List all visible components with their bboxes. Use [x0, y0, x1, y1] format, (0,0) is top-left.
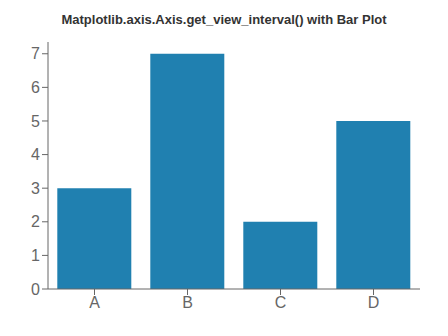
svg-text:4: 4	[31, 146, 40, 163]
svg-text:5: 5	[31, 113, 40, 130]
svg-text:1: 1	[31, 247, 40, 264]
svg-text:B: B	[182, 294, 193, 311]
svg-text:0: 0	[31, 281, 40, 298]
svg-text:D: D	[368, 294, 380, 311]
svg-text:3: 3	[31, 180, 40, 197]
svg-text:2: 2	[31, 213, 40, 230]
svg-text:7: 7	[31, 45, 40, 62]
svg-text:A: A	[89, 294, 100, 311]
svg-text:6: 6	[31, 79, 40, 96]
svg-text:C: C	[275, 294, 287, 311]
html-text:Matplotlib.axis.Axis.get_view_: Matplotlib.axis.Axis.get_view_interval()…	[61, 12, 387, 27]
